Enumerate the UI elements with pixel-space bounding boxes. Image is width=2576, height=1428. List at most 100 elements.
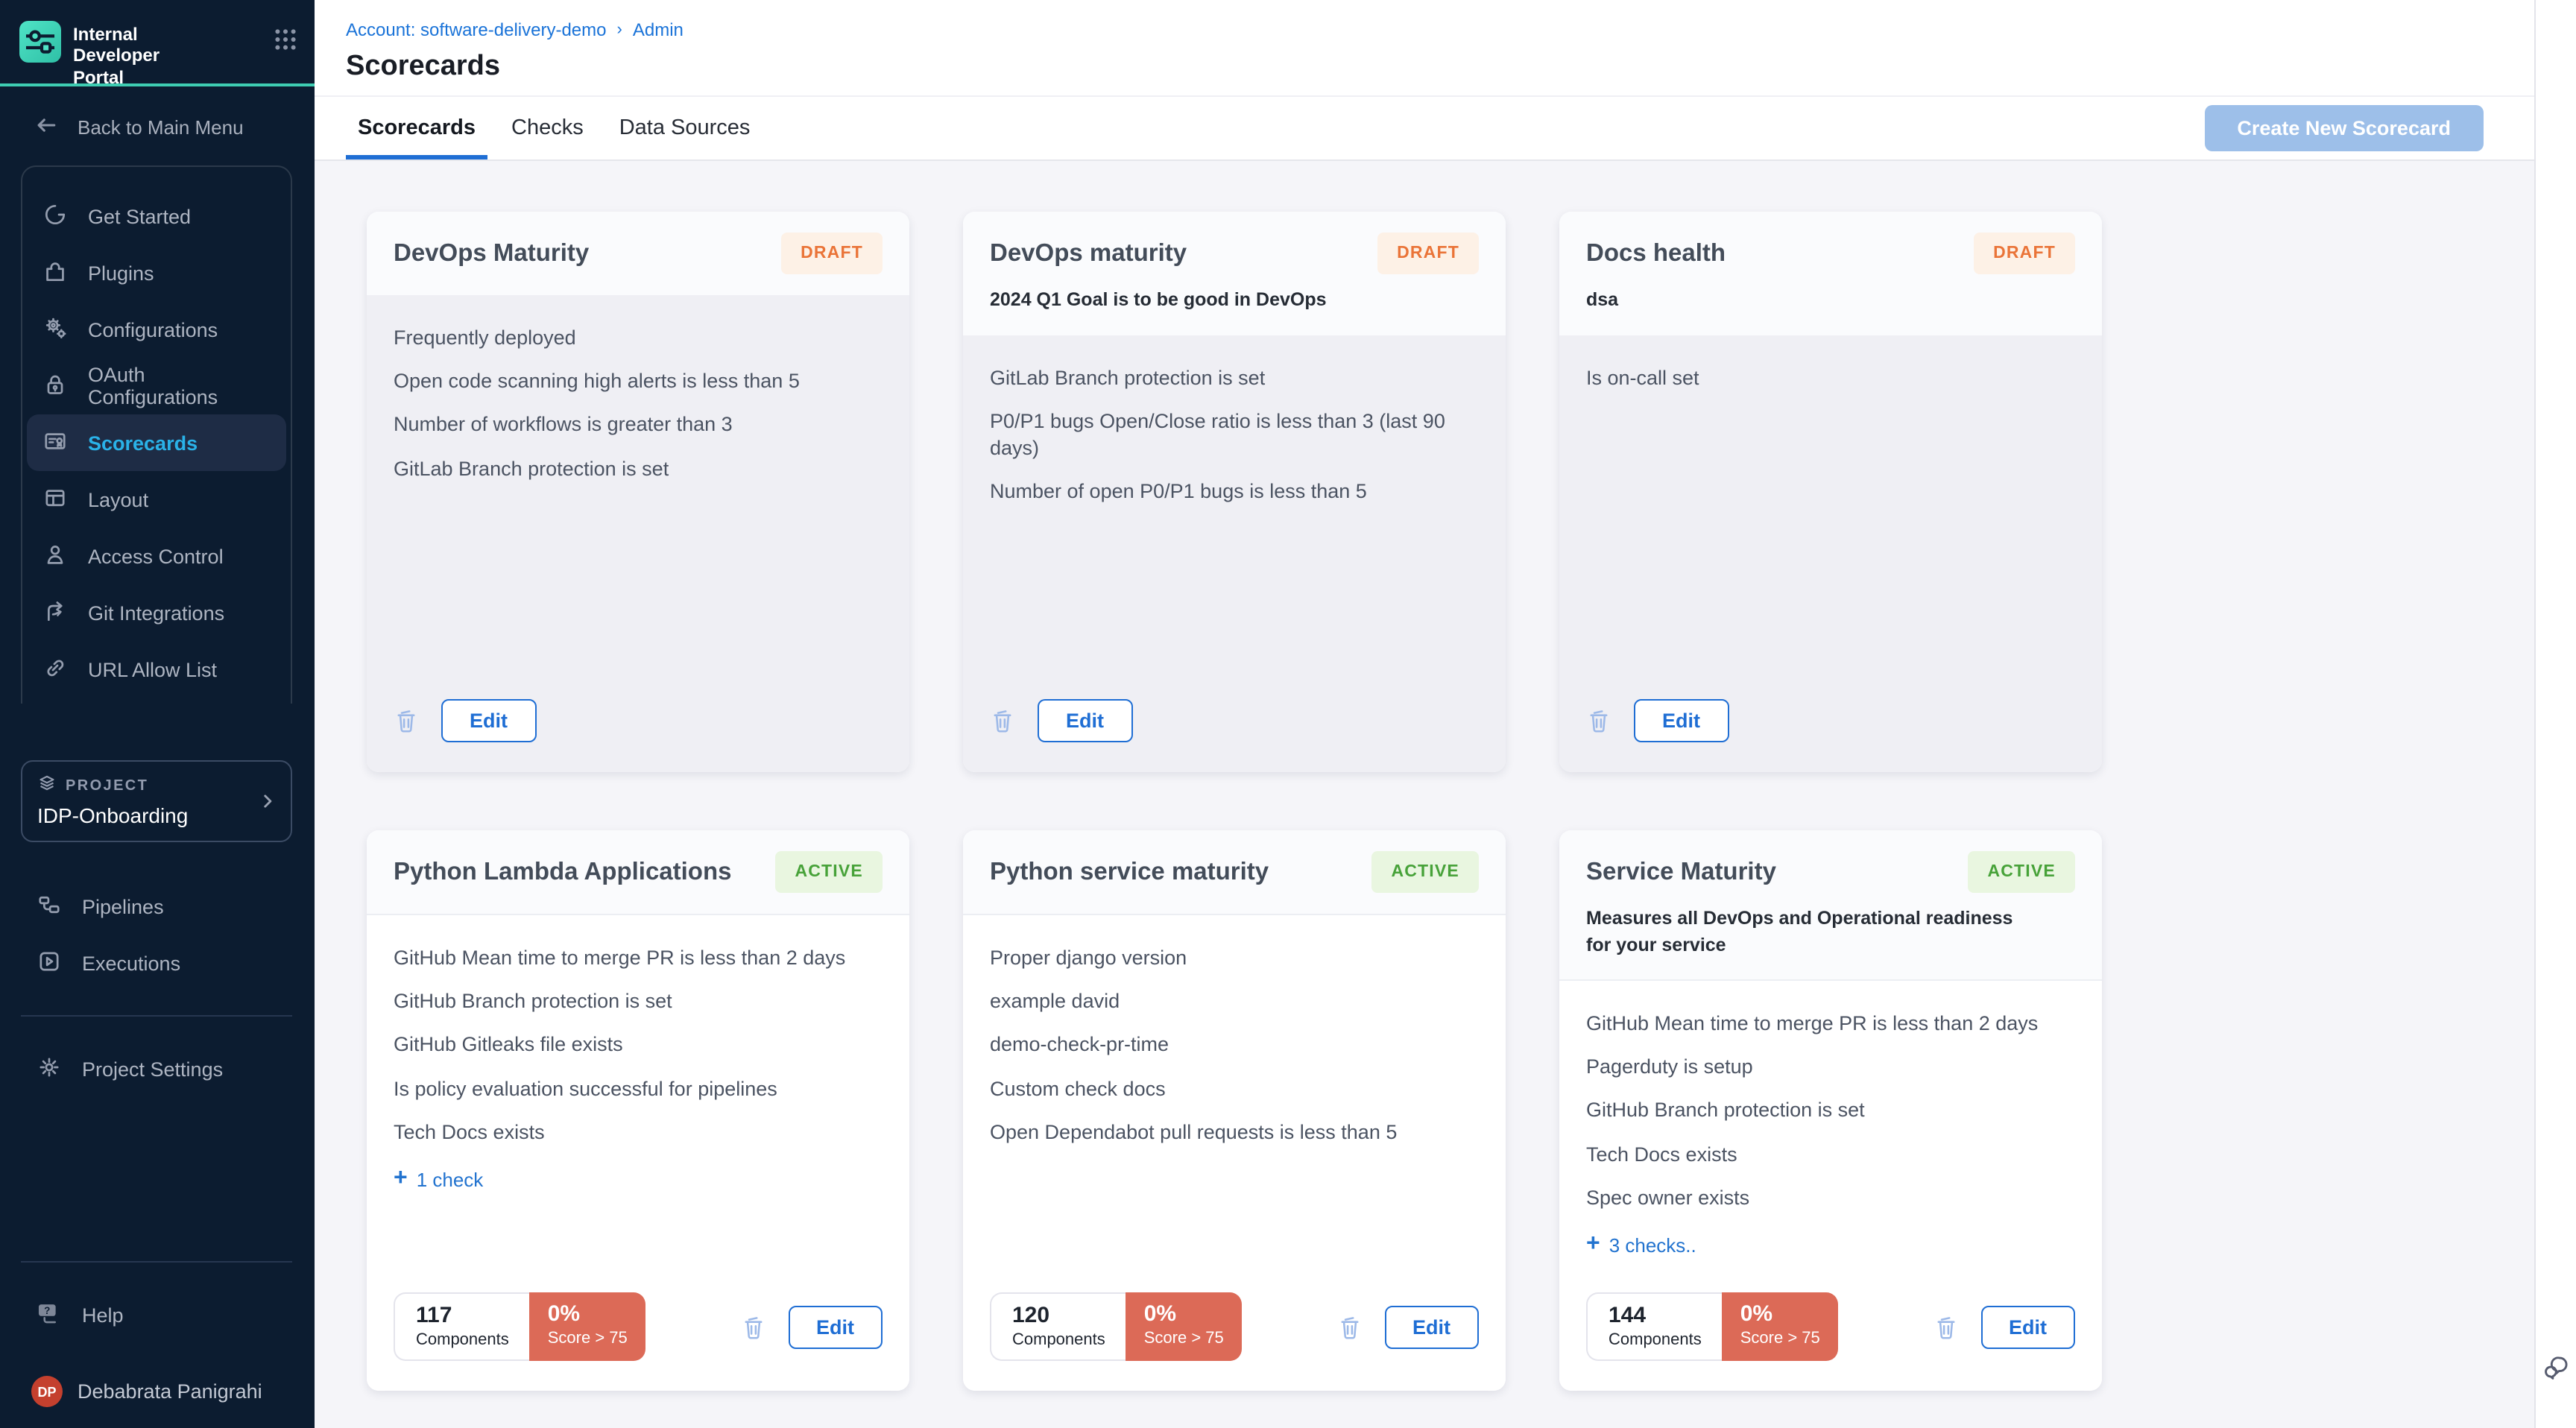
- status-badge: DRAFT: [781, 233, 883, 274]
- components-count-cell: 117 Components: [394, 1292, 530, 1361]
- check-item: Custom check docs: [990, 1077, 1166, 1100]
- checks-list: Is on-call set: [1586, 364, 2075, 408]
- more-checks-link[interactable]: + 1 check: [394, 1166, 484, 1192]
- score-label: Score > 75: [547, 1330, 628, 1348]
- app-grid-icon[interactable]: [274, 28, 297, 58]
- user-name: Debabrata Panigrahi: [78, 1380, 262, 1403]
- score-value: 0%: [1143, 1301, 1177, 1327]
- edit-scorecard-button[interactable]: Edit: [1038, 699, 1132, 742]
- score-cell: 0% Score > 75: [1126, 1292, 1242, 1361]
- tab-data-sources[interactable]: Data Sources: [607, 97, 763, 159]
- check-item: Number of open P0/P1 bugs is less than 5: [990, 480, 1367, 503]
- edit-scorecard-button[interactable]: Edit: [1980, 1305, 2075, 1348]
- sidebar-item-label: OAuth Configurations: [88, 364, 218, 408]
- page-title: Scorecards: [346, 51, 501, 82]
- sidebar-item-pipelines[interactable]: Pipelines: [21, 878, 292, 935]
- delete-scorecard-button[interactable]: [990, 707, 1015, 735]
- sidebar-bottom-divider: [21, 1261, 292, 1263]
- scorecard-card-python-service-maturity: Python service maturity ACTIVE Proper dj…: [963, 830, 1506, 1391]
- access-control-icon: [42, 540, 69, 572]
- edit-scorecard-button[interactable]: Edit: [1634, 699, 1729, 742]
- settings-nav: Project Settings: [21, 1040, 292, 1097]
- sidebar: Internal Developer Portal Back to Main M…: [0, 0, 315, 1428]
- tab-scorecards[interactable]: Scorecards: [346, 97, 487, 159]
- scorecard-description: 2024 Q1 Goal is to be good in DevOps: [990, 289, 1327, 310]
- user-avatar: DP: [31, 1376, 63, 1407]
- scorecard-card-python-lambda-applications: Python Lambda Applications ACTIVE GitHub…: [367, 830, 909, 1391]
- edit-scorecard-button[interactable]: Edit: [788, 1305, 883, 1348]
- sidebar-item-get-started[interactable]: Get Started: [27, 188, 286, 244]
- check-item: Pagerduty is setup: [1586, 1055, 1753, 1078]
- sidebar-item-access-control[interactable]: Access Control: [27, 528, 286, 584]
- svg-text:?: ?: [44, 1304, 50, 1315]
- breadcrumb-account-link[interactable]: Account: software-delivery-demo: [346, 19, 607, 40]
- card-footer: 117 Components 0% Score > 75: [394, 1292, 883, 1361]
- project-label-row: PROJECT: [37, 774, 276, 797]
- status-badge: DRAFT: [1377, 233, 1479, 274]
- back-to-main-menu[interactable]: Back to Main Menu: [0, 112, 315, 143]
- app-title: Internal Developer Portal: [73, 24, 160, 88]
- sidebar-item-help[interactable]: ? Help: [21, 1286, 292, 1343]
- tab-checks[interactable]: Checks: [499, 97, 596, 159]
- scorecard-card-docs-health: Docs health DRAFT dsa Is on-call set +: [1559, 212, 2102, 772]
- check-item: GitHub Mean time to merge PR is less tha…: [1586, 1012, 2039, 1034]
- sidebar-item-oauth-configurations[interactable]: OAuth Configurations: [27, 358, 286, 414]
- project-selector[interactable]: PROJECT IDP-Onboarding: [21, 760, 292, 842]
- status-badge: ACTIVE: [775, 851, 883, 893]
- project-name: IDP-Onboarding: [37, 803, 189, 827]
- sidebar-item-project-settings[interactable]: Project Settings: [21, 1040, 292, 1097]
- plugins-icon: [42, 257, 69, 288]
- sidebar-item-configurations[interactable]: Configurations: [27, 301, 286, 358]
- more-checks-link[interactable]: + 3 checks..: [1586, 1231, 1696, 1257]
- checks-list: GitLab Branch protection is set P0/P1 bug…: [990, 364, 1479, 522]
- card-footer: 120 Components 0% Score > 75: [990, 1292, 1479, 1361]
- checks-list: GitHub Mean time to merge PR is less tha…: [394, 945, 883, 1163]
- sidebar-item-label: Access Control: [88, 545, 224, 567]
- delete-scorecard-button[interactable]: [394, 707, 419, 735]
- card-header: Python service maturity ACTIVE: [963, 830, 1506, 914]
- delete-scorecard-button[interactable]: [1586, 707, 1611, 735]
- sidebar-nav: Get Started Plugins Configurations OAuth…: [21, 165, 292, 704]
- card-header: Docs health DRAFT dsa: [1559, 212, 2102, 335]
- check-item: Spec owner exists: [1586, 1186, 1750, 1209]
- checks-list: Proper django version example david demo-c…: [990, 945, 1479, 1163]
- breadcrumb-admin-link[interactable]: Admin: [632, 19, 684, 40]
- sidebar-item-plugins[interactable]: Plugins: [27, 244, 286, 301]
- sidebar-item-scorecards[interactable]: Scorecards: [27, 414, 286, 471]
- project-label: PROJECT: [66, 777, 149, 794]
- score-summary-pill: 144 Components 0% Score > 75: [1586, 1292, 1838, 1361]
- scorecard-card-devops-maturity: DevOps maturity DRAFT 2024 Q1 Goal is to…: [963, 212, 1506, 772]
- score-summary-pill: 120 Components 0% Score > 75: [990, 1292, 1242, 1361]
- card-header: Service Maturity ACTIVE Measures all Dev…: [1559, 830, 2102, 979]
- status-badge: DRAFT: [1974, 233, 2075, 274]
- card-body: Proper django version example david demo-c…: [963, 914, 1506, 1391]
- user-menu[interactable]: DP Debabrata Panigrahi: [0, 1376, 315, 1428]
- score-value: 0%: [547, 1301, 581, 1327]
- sidebar-item-executions[interactable]: Executions: [21, 935, 292, 991]
- chat-support-icon[interactable]: [2542, 1353, 2570, 1389]
- delete-scorecard-button[interactable]: [1336, 1312, 1362, 1341]
- tab-label: Scorecards: [358, 116, 476, 140]
- check-item: Number of workflows is greater than 3: [394, 413, 733, 436]
- cards-grid: DevOps Maturity DRAFT Frequently deploye…: [315, 161, 2534, 1428]
- scorecard-title: Python service maturity: [990, 859, 1269, 885]
- check-item: GitHub Branch protection is set: [1586, 1099, 1865, 1122]
- check-item: Proper django version: [990, 947, 1187, 969]
- score-cell: 0% Score > 75: [529, 1292, 645, 1361]
- gear-icon: [36, 1053, 63, 1084]
- check-item: GitLab Branch protection is set: [990, 366, 1266, 388]
- sidebar-item-git-integrations[interactable]: Git Integrations: [27, 584, 286, 641]
- edit-scorecard-button[interactable]: Edit: [441, 699, 536, 742]
- create-new-scorecard-button[interactable]: Create New Scorecard: [2204, 105, 2484, 151]
- edit-scorecard-button[interactable]: Edit: [1384, 1305, 1479, 1348]
- delete-scorecard-button[interactable]: [740, 1312, 765, 1341]
- sidebar-item-layout[interactable]: Layout: [27, 471, 286, 528]
- card-footer: Edit: [394, 699, 883, 742]
- sidebar-item-label: Git Integrations: [88, 601, 225, 624]
- check-item: Is on-call set: [1586, 366, 1699, 388]
- checks-list: GitHub Mean time to merge PR is less tha…: [1586, 1011, 2075, 1228]
- check-item: example david: [990, 990, 1120, 1013]
- delete-scorecard-button[interactable]: [1933, 1312, 1958, 1341]
- sidebar-item-url-allow-list[interactable]: URL Allow List: [27, 641, 286, 698]
